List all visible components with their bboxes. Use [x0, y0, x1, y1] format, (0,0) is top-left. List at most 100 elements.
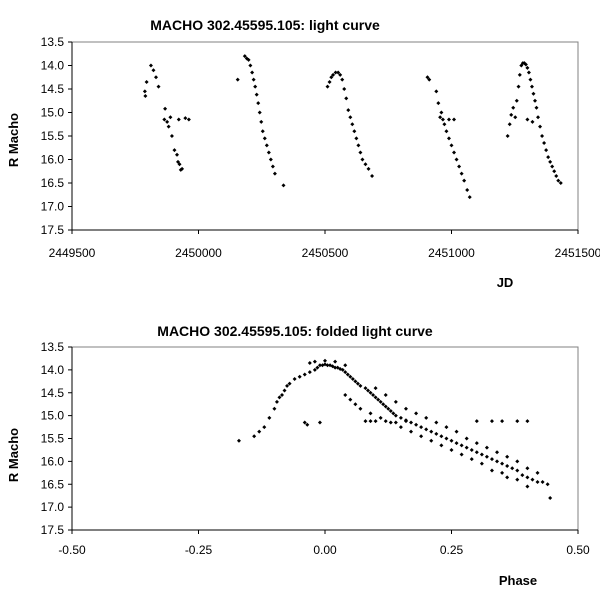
data-point: [248, 63, 253, 68]
data-point: [388, 409, 393, 414]
y-tick-label: 16.5: [41, 477, 65, 491]
data-point: [307, 361, 312, 366]
data-point: [348, 374, 353, 379]
y-tick-label: 16.0: [41, 153, 65, 167]
data-point: [531, 91, 536, 96]
data-point: [346, 108, 351, 113]
y-axis-label-light-curve: R Macho: [6, 113, 21, 167]
data-point: [172, 148, 177, 153]
data-point: [348, 397, 353, 402]
x-tick-label: 0.50: [566, 543, 590, 557]
y-tick-label: 17.0: [41, 200, 65, 214]
data-point: [148, 63, 153, 68]
data-point: [381, 402, 386, 407]
data-point: [366, 166, 371, 171]
data-point: [474, 450, 479, 455]
data-point: [315, 365, 320, 370]
data-point: [251, 77, 256, 82]
data-point: [530, 477, 535, 482]
data-point: [254, 92, 259, 97]
y-tick-label: 17.5: [41, 523, 65, 537]
data-point: [459, 171, 464, 176]
data-point: [505, 134, 510, 138]
data-point: [409, 429, 414, 434]
data-point: [520, 473, 525, 478]
data-point: [534, 105, 539, 110]
data-point: [517, 72, 522, 77]
data-point: [403, 406, 408, 411]
data-point: [257, 110, 262, 115]
data-point: [484, 445, 489, 450]
data-point: [429, 438, 434, 443]
data-point: [391, 411, 396, 416]
data-point: [467, 195, 472, 200]
data-point: [165, 119, 170, 124]
data-point: [474, 441, 479, 446]
data-point: [257, 429, 262, 434]
chart-title-folded-light-curve: MACHO 302.45595.105: folded light curve: [157, 323, 433, 339]
data-point: [262, 136, 267, 141]
y-tick-label: 15.5: [41, 432, 65, 446]
data-point: [183, 116, 188, 121]
y-tick-label: 14.0: [41, 59, 65, 73]
data-point: [446, 136, 451, 141]
data-point: [505, 463, 510, 468]
data-point: [495, 450, 500, 455]
data-point: [368, 419, 373, 424]
data-point: [525, 475, 530, 480]
x-tick-label: 2450500: [302, 246, 349, 260]
data-point: [360, 157, 365, 162]
data-point: [386, 406, 391, 411]
data-point: [515, 419, 520, 424]
data-point: [358, 150, 363, 155]
data-point: [500, 461, 505, 466]
data-point: [305, 422, 310, 427]
data-point: [363, 162, 368, 167]
data-point: [515, 468, 520, 473]
points-layer: [142, 54, 563, 200]
data-point: [538, 124, 543, 129]
y-tick-label: 14.0: [41, 363, 65, 377]
data-point: [525, 484, 530, 489]
points-layer: [236, 358, 553, 500]
data-point: [163, 106, 168, 111]
data-point: [277, 395, 282, 400]
data-point: [515, 459, 520, 464]
data-point: [516, 84, 521, 89]
data-point: [287, 381, 292, 386]
data-point: [343, 363, 348, 368]
data-point: [268, 157, 273, 162]
plot-area-light-curve: [71, 41, 579, 231]
data-point: [363, 386, 368, 391]
data-point: [544, 148, 549, 153]
data-point: [338, 72, 343, 77]
data-point: [469, 447, 474, 452]
data-point: [153, 75, 158, 80]
data-point: [424, 415, 429, 420]
data-point: [344, 96, 349, 101]
tick-layer: 13.5 14.0 14.5 15.0 15.5 16.0 16.5 17.0 17.5 2449…: [41, 35, 600, 260]
data-point: [530, 119, 535, 124]
data-point: [388, 420, 393, 425]
x-tick-label: 2450000: [175, 246, 222, 260]
y-tick-label: 17.5: [41, 223, 65, 237]
y-tick-label: 13.5: [41, 340, 65, 354]
data-point: [398, 415, 403, 420]
data-point: [180, 166, 185, 171]
data-point: [462, 178, 467, 183]
data-point: [354, 136, 359, 141]
data-point: [509, 112, 514, 117]
data-point: [343, 393, 348, 398]
data-point: [166, 124, 171, 129]
data-point: [312, 359, 317, 364]
data-point: [554, 173, 559, 178]
data-point: [353, 379, 358, 384]
y-tick-label: 15.0: [41, 409, 65, 423]
data-point: [438, 115, 443, 120]
data-point: [329, 75, 334, 80]
data-point: [336, 70, 341, 75]
data-point: [452, 150, 457, 155]
y-tick-label: 15.5: [41, 129, 65, 143]
x-tick-label: 0.25: [440, 543, 464, 557]
